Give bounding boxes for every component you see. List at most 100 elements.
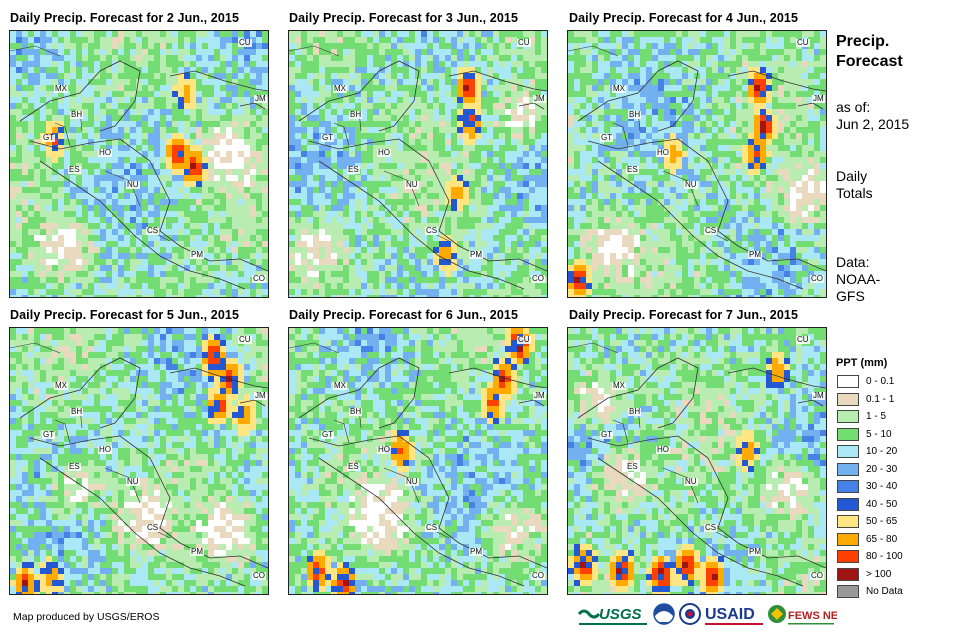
country-label: NU xyxy=(405,477,419,486)
legend-swatch xyxy=(837,392,859,406)
forecast-map: CU MX JM BH GT HO ES NU CS PM CO xyxy=(9,30,269,298)
country-label: BH xyxy=(628,110,642,119)
country-label: HO xyxy=(377,148,391,157)
side-data-source: Data: NOAA- GFS xyxy=(836,254,881,304)
precip-raster xyxy=(568,328,826,594)
noaa-logo xyxy=(653,603,675,625)
legend-label: > 100 xyxy=(866,568,892,580)
legend-item: 0 - 0.1 xyxy=(837,374,957,390)
country-label: MX xyxy=(333,381,347,390)
country-label: NU xyxy=(126,180,140,189)
country-label: NU xyxy=(405,180,419,189)
country-label: HO xyxy=(98,445,112,454)
legend-label: 80 - 100 xyxy=(866,551,903,562)
precip-raster xyxy=(568,31,826,297)
country-label: CU xyxy=(517,335,531,344)
country-label: CS xyxy=(146,226,160,235)
country-label: PM xyxy=(190,547,204,556)
legend-label: 40 - 50 xyxy=(866,498,898,510)
panel-title: Daily Precip. Forecast for 5 Jun., 2015 xyxy=(10,308,239,322)
precip-raster xyxy=(289,31,547,297)
legend-item: 30 - 40 xyxy=(837,479,957,495)
legend-swatch xyxy=(837,445,859,458)
forecast-map: CU MX JM BH GT HO ES NU CS PM CO xyxy=(288,30,548,298)
legend-item: 80 - 100 xyxy=(837,549,957,565)
country-label: PM xyxy=(748,250,762,259)
legend-label: 1 - 5 xyxy=(866,411,887,422)
country-label: HO xyxy=(656,148,670,157)
panel-title: Daily Precip. Forecast for 2 Jun., 2015 xyxy=(10,11,239,25)
country-label: ES xyxy=(347,165,360,174)
legend-item: 5 - 10 xyxy=(837,427,957,443)
country-label: GT xyxy=(42,133,56,142)
usgs-logo: USGS xyxy=(577,606,647,625)
legend-label: 50 - 65 xyxy=(866,516,898,527)
country-label: BH xyxy=(628,407,642,416)
legend-swatch xyxy=(837,567,859,581)
country-label: MX xyxy=(612,381,626,390)
panel-title: Daily Precip. Forecast for 7 Jun., 2015 xyxy=(569,308,798,322)
country-label: ES xyxy=(626,165,639,174)
country-label: CU xyxy=(796,38,810,47)
legend-swatch xyxy=(837,585,859,598)
country-label: PM xyxy=(469,250,483,259)
country-label: MX xyxy=(54,84,68,93)
legend-swatch xyxy=(837,462,859,476)
country-label: JM xyxy=(533,94,546,103)
legend-swatch xyxy=(837,532,859,546)
country-label: GT xyxy=(600,430,614,439)
legend-item: No Data xyxy=(837,584,957,600)
country-label: CU xyxy=(517,38,531,47)
country-label: ES xyxy=(68,462,81,471)
legend-item: 50 - 65 xyxy=(837,514,957,530)
country-label: BH xyxy=(70,407,84,416)
country-label: CS xyxy=(704,523,718,532)
legend-item: 10 - 20 xyxy=(837,444,957,460)
logo-strip: USGS USAID FEWS NET xyxy=(577,600,837,630)
country-label: BH xyxy=(70,110,84,119)
legend-label: 20 - 30 xyxy=(866,463,898,475)
country-label: MX xyxy=(333,84,347,93)
country-label: JM xyxy=(812,391,825,400)
country-label: CO xyxy=(252,274,266,283)
country-label: GT xyxy=(321,133,335,142)
legend-label: 0.1 - 1 xyxy=(866,393,895,405)
legend-item: 40 - 50 xyxy=(837,497,957,513)
legend-swatch xyxy=(837,480,859,493)
country-label: CO xyxy=(810,571,824,580)
country-label: ES xyxy=(626,462,639,471)
country-label: GT xyxy=(321,430,335,439)
legend-swatch xyxy=(837,427,859,441)
legend-item: 65 - 80 xyxy=(837,532,957,548)
country-label: PM xyxy=(469,547,483,556)
country-label: CO xyxy=(531,571,545,580)
legend-swatch xyxy=(837,550,859,563)
country-label: CO xyxy=(531,274,545,283)
country-label: CS xyxy=(146,523,160,532)
country-label: CU xyxy=(238,38,252,47)
country-label: CS xyxy=(704,226,718,235)
side-asof: as of: Jun 2, 2015 xyxy=(836,99,910,132)
country-label: GT xyxy=(600,133,614,142)
usaid-logo: USAID xyxy=(705,606,763,625)
country-label: GT xyxy=(42,430,56,439)
country-label: NU xyxy=(126,477,140,486)
side-heading: Precip. Forecast xyxy=(836,33,903,70)
map-credit: Map produced by USGS/EROS xyxy=(13,611,160,623)
panel-title: Daily Precip. Forecast for 3 Jun., 2015 xyxy=(289,11,518,25)
country-label: MX xyxy=(54,381,68,390)
legend-label: 30 - 40 xyxy=(866,481,898,492)
legend-item: 0.1 - 1 xyxy=(837,392,957,408)
country-label: CS xyxy=(425,523,439,532)
country-label: HO xyxy=(98,148,112,157)
precip-raster xyxy=(10,31,268,297)
country-label: BH xyxy=(349,110,363,119)
usaid-seal-icon xyxy=(679,603,701,625)
country-label: CO xyxy=(252,571,266,580)
country-label: CO xyxy=(810,274,824,283)
country-label: NU xyxy=(684,477,698,486)
fewsnet-logo: FEWS NET xyxy=(768,605,837,625)
side-daily-totals: Daily Totals xyxy=(836,168,873,201)
country-label: CU xyxy=(238,335,252,344)
precip-raster xyxy=(289,328,547,594)
